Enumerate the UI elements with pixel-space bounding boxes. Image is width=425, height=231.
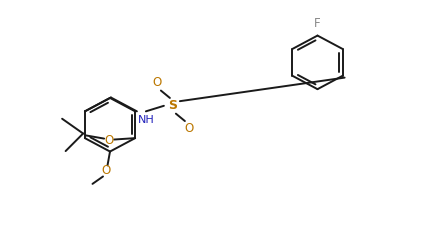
Text: O: O bbox=[152, 76, 162, 89]
Text: O: O bbox=[102, 164, 111, 177]
Text: O: O bbox=[184, 122, 193, 135]
Text: F: F bbox=[314, 17, 321, 30]
Text: O: O bbox=[105, 134, 114, 147]
Text: NH: NH bbox=[138, 115, 155, 125]
Text: S: S bbox=[168, 99, 177, 112]
